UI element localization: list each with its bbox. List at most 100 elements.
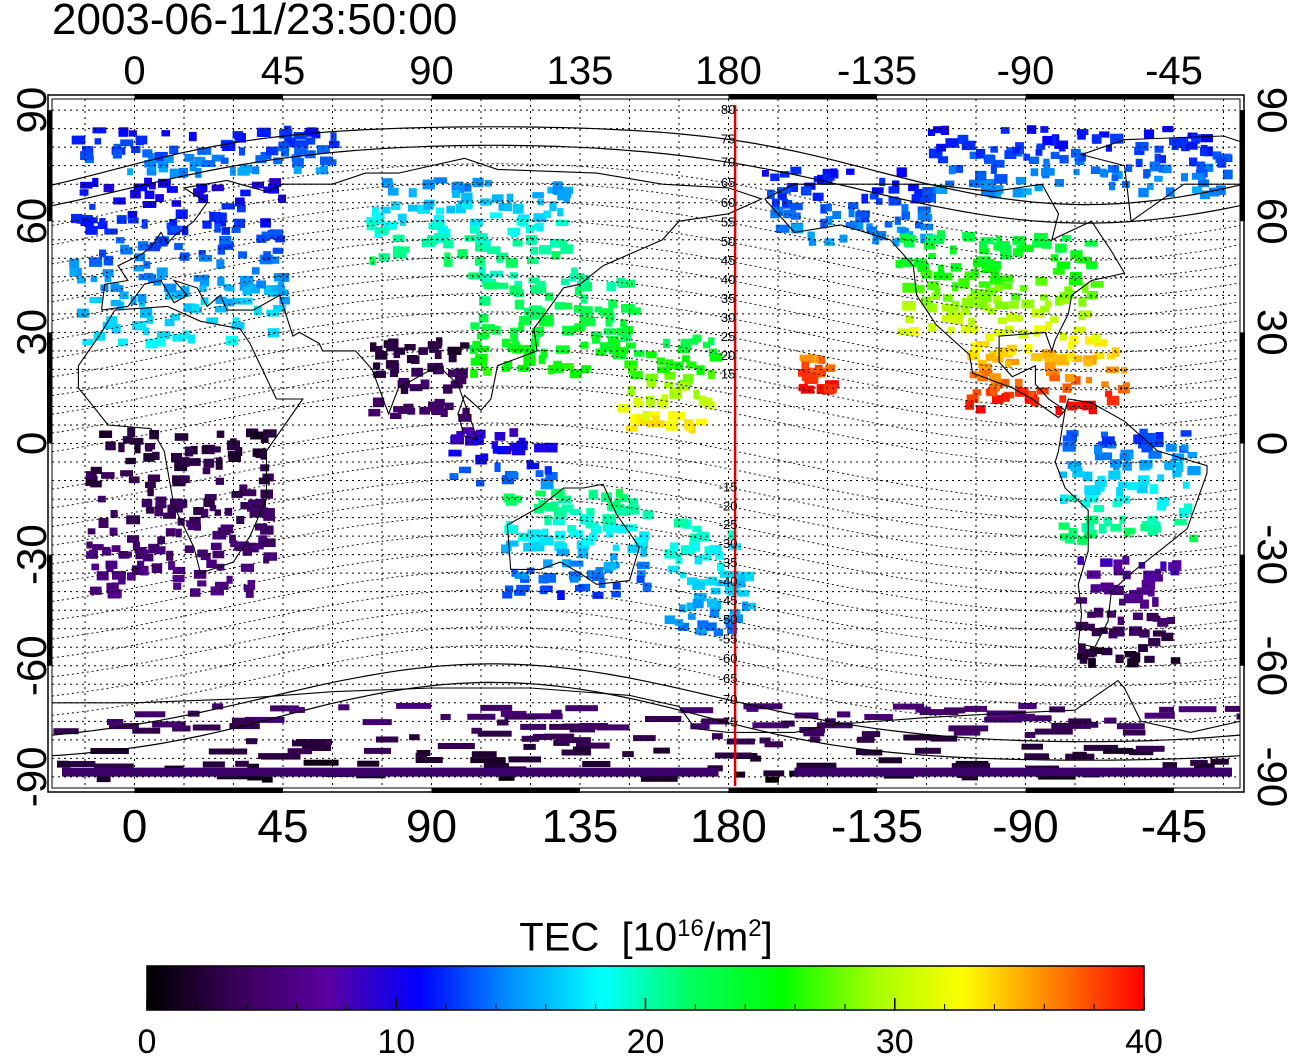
tec-cell (634, 350, 645, 357)
tec-cell (387, 187, 399, 196)
tec-cell (693, 582, 705, 590)
tec-cell (1009, 301, 1019, 309)
tec-cell (804, 182, 816, 190)
tec-cell (481, 360, 488, 371)
tec-cell (157, 160, 169, 169)
tec-cell (543, 210, 551, 218)
magnetic-contour (52, 200, 1240, 280)
tec-cell (119, 551, 126, 559)
tec-cell (203, 498, 215, 507)
tec-cell (1067, 432, 1077, 442)
tec-cell (169, 225, 182, 233)
tec-cell (1091, 134, 1102, 143)
tec-cell (391, 201, 401, 210)
tec-cell (807, 231, 815, 241)
tec-cell (1119, 453, 1129, 461)
tec-cell (287, 748, 313, 755)
tec-cell (146, 244, 160, 252)
tec-cell (292, 740, 326, 747)
tec-cell (236, 204, 246, 213)
tec-cell (1068, 276, 1083, 286)
tec-cell (1083, 744, 1118, 751)
tec-cell (707, 598, 718, 608)
tec-cell (1082, 310, 1092, 318)
tec-cell (1076, 256, 1091, 264)
tec-cell (429, 346, 440, 353)
tec-cell (1157, 618, 1169, 627)
tec-cell (725, 621, 737, 628)
tec-cell (1146, 612, 1159, 622)
tec-cell (1128, 749, 1154, 756)
tec-cell (1036, 143, 1046, 150)
tec-cell (85, 476, 98, 487)
tec-cell (904, 235, 917, 242)
tec-cell (1077, 152, 1087, 162)
longitude-tick-bottom: 180 (690, 800, 767, 852)
tec-cell (1041, 168, 1055, 176)
tec-cell (144, 177, 152, 188)
magnetic-contour (52, 663, 1240, 743)
tec-cell (460, 342, 470, 349)
tec-cell (509, 442, 520, 452)
tec-cell (916, 284, 925, 293)
tec-cell (464, 183, 472, 192)
tec-cell (991, 269, 1000, 278)
tec-cell (1031, 353, 1043, 361)
tec-cell (549, 723, 576, 730)
tec-cell (262, 473, 274, 482)
tec-cell (234, 544, 241, 551)
magnetic-contour (52, 644, 1240, 724)
tec-cell (189, 516, 201, 525)
latitude-tick-left: -90 (8, 747, 55, 808)
tec-cell (1077, 653, 1089, 660)
tec-cell (716, 580, 730, 587)
tec-cell (646, 351, 657, 359)
tec-cell (229, 534, 236, 544)
tec-cell (112, 571, 126, 580)
tec-cell (94, 138, 102, 145)
tec-cell (411, 367, 424, 377)
magnetic-contour (52, 478, 1240, 557)
tec-cell (901, 204, 909, 212)
tec-cell (1078, 297, 1087, 307)
tec-cell (305, 137, 316, 145)
tec-cell (633, 735, 656, 742)
tec-cell (119, 127, 129, 136)
tec-cell (453, 181, 463, 189)
tec-cell (188, 458, 201, 466)
tec-cell (519, 316, 532, 326)
tec-cell (822, 168, 831, 179)
tec-cell (972, 389, 981, 396)
tec-cell (492, 194, 504, 203)
tec-cell (190, 588, 201, 597)
tec-cell (612, 544, 619, 551)
tec-cell (1147, 183, 1154, 191)
tec-cell (569, 560, 584, 567)
tec-cell (1054, 140, 1069, 149)
tec-cell (687, 613, 696, 620)
tec-cell (796, 762, 837, 769)
tec-cell (1144, 655, 1155, 663)
tec-cell (237, 167, 250, 176)
tec-cell (545, 472, 558, 481)
tec-cell (1199, 190, 1211, 200)
tec-cell (1051, 722, 1091, 729)
tec-cell (535, 280, 546, 288)
tec-cell (443, 384, 453, 394)
tec-cell (1087, 611, 1096, 618)
tec-cell (122, 436, 133, 444)
tec-cell (386, 341, 397, 352)
tec-cell (968, 318, 975, 326)
tec-cell (338, 704, 350, 711)
tec-cell (397, 407, 410, 414)
tec-cell (1005, 325, 1014, 334)
tec-cell (533, 213, 547, 223)
tec-cell (599, 308, 614, 317)
tec-cell (569, 575, 579, 583)
tec-cell (154, 506, 164, 517)
tec-cell (231, 717, 255, 724)
tec-cell (892, 703, 925, 710)
tec-cell (480, 198, 492, 206)
tec-cell (175, 528, 182, 538)
tec-cell (53, 728, 79, 735)
